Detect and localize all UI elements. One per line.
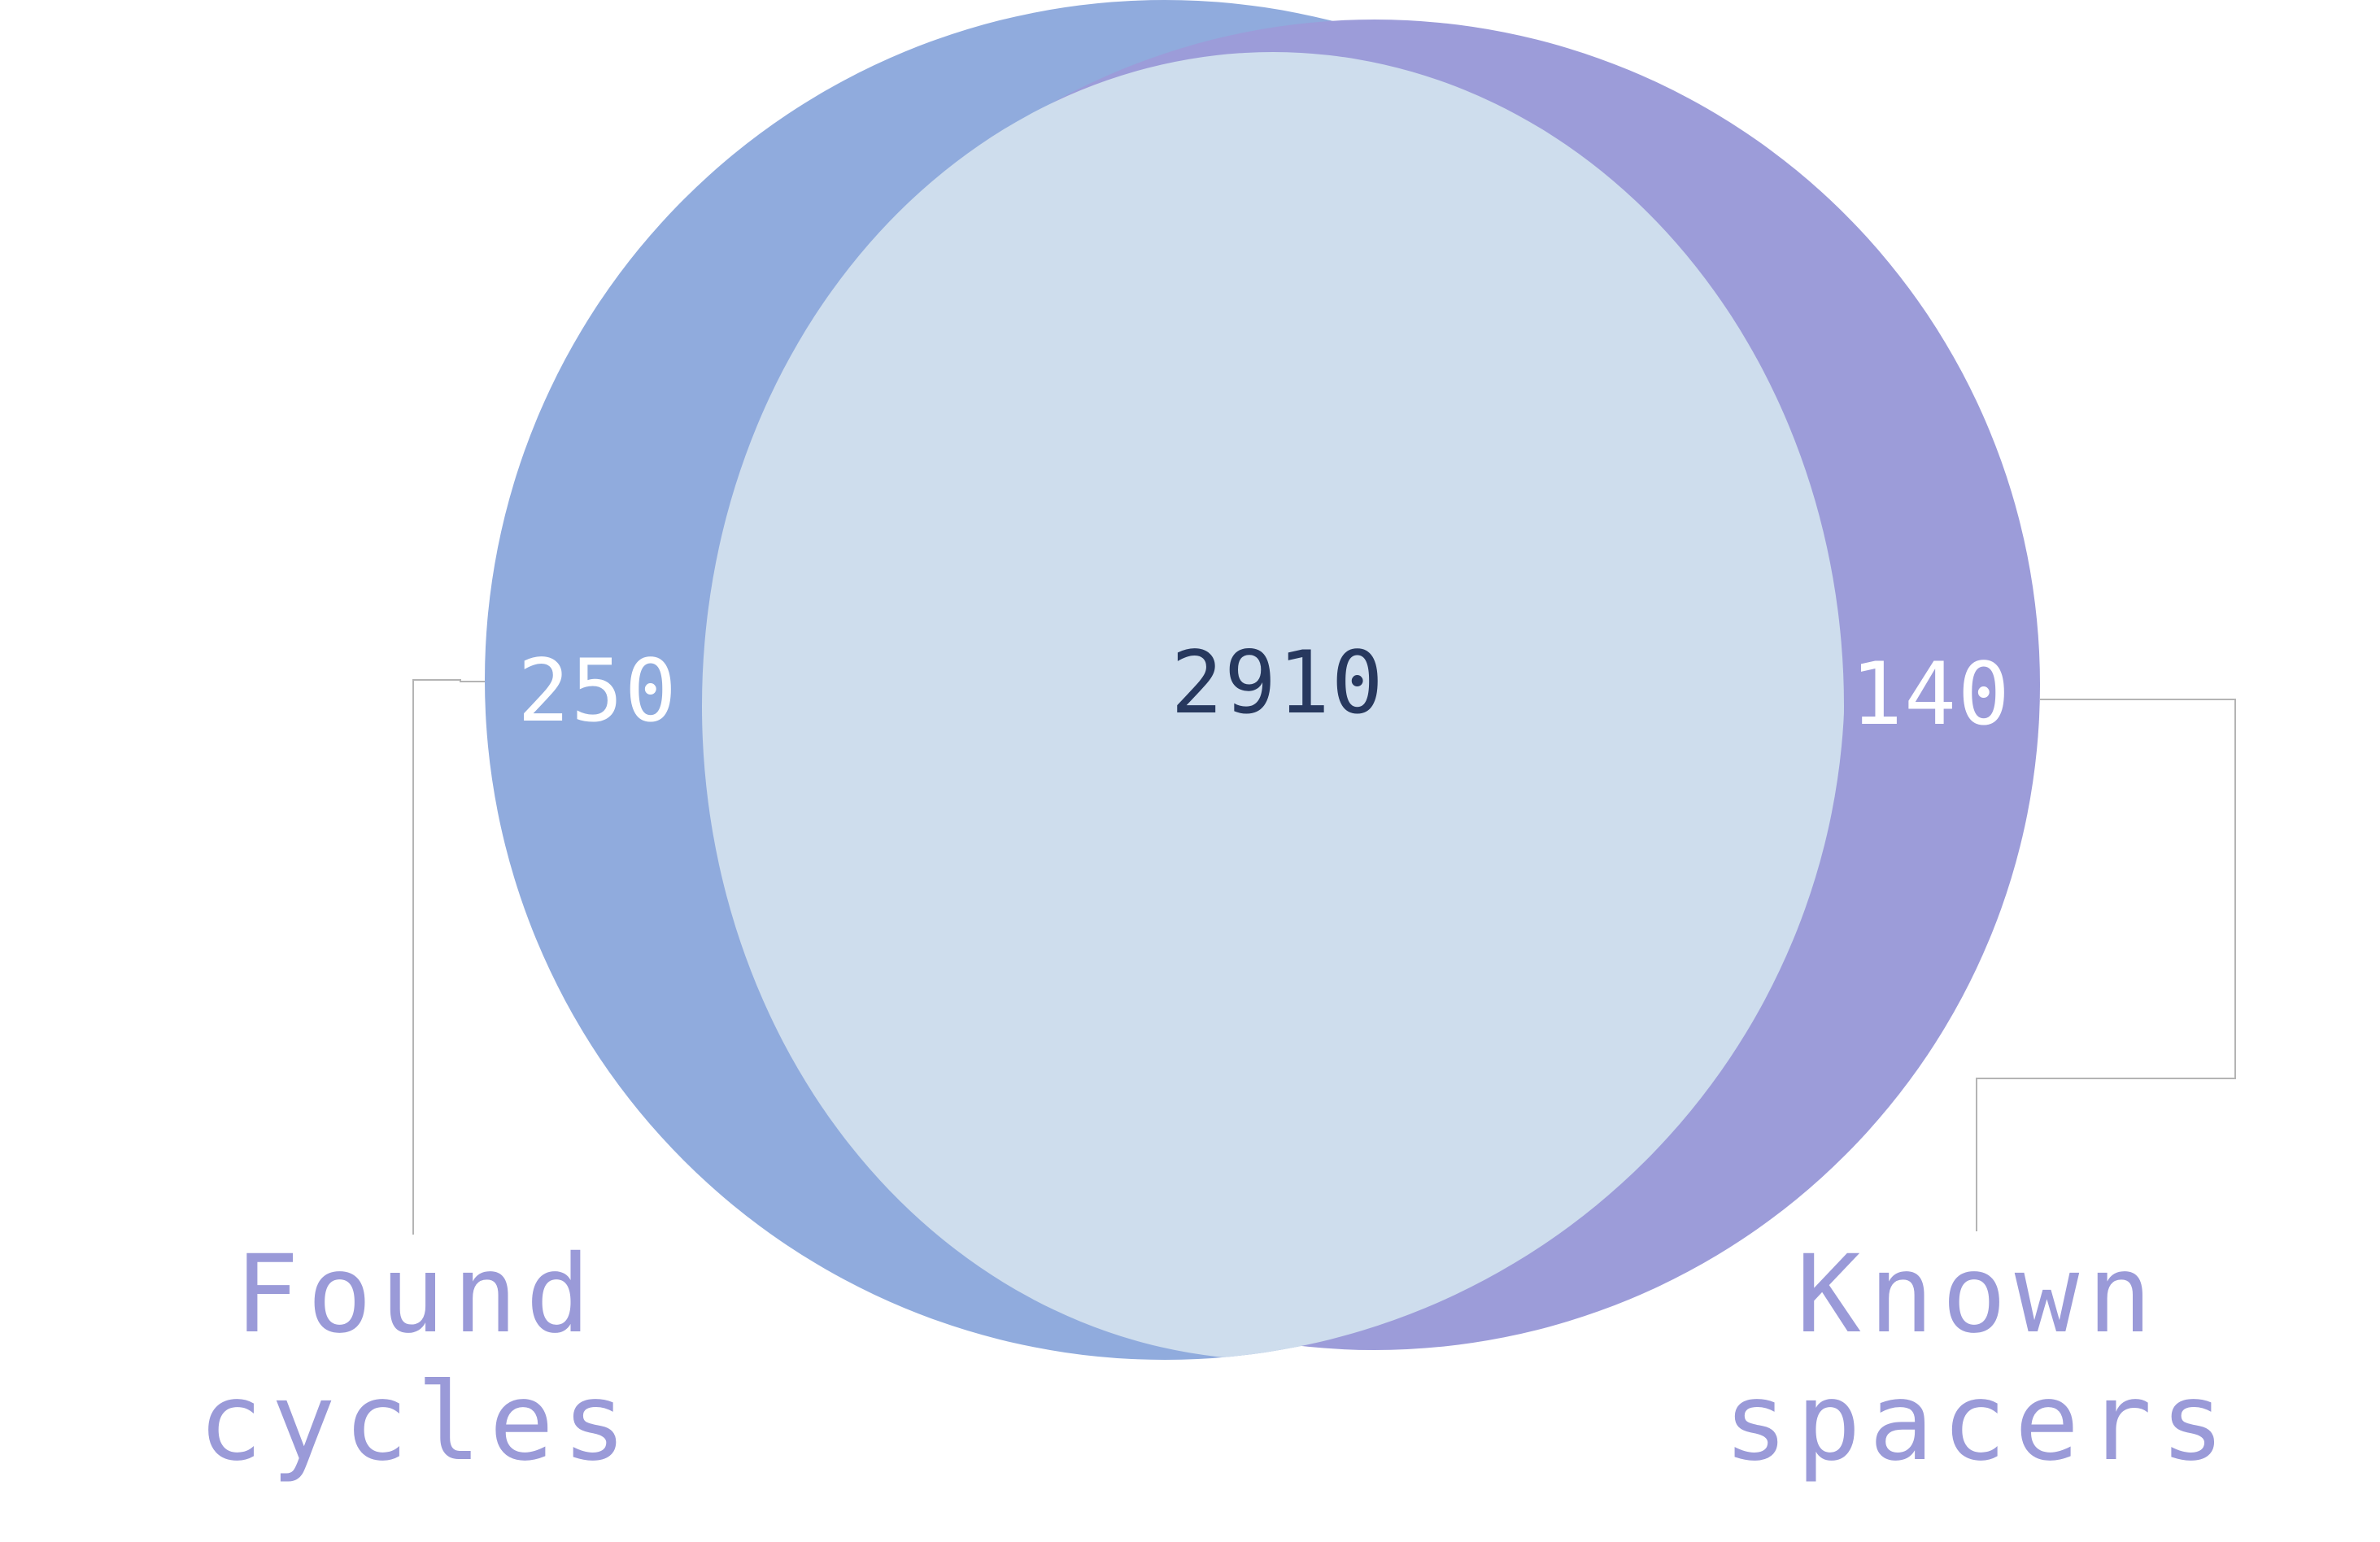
known-spacers-label-line1: Known (1796, 1232, 2160, 1357)
found-cycles-label-line1: Found (234, 1232, 598, 1357)
known-spacers-leader-line (1976, 699, 2236, 1231)
known-spacers-only-count: 140 (1850, 644, 2011, 744)
intersection-count: 2910 (1170, 633, 1384, 733)
intersection-region (702, 52, 1844, 1360)
known-spacers-label-line2: spacers (1724, 1360, 2233, 1485)
found-cycles-only-count: 250 (517, 641, 678, 741)
found-cycles-label-line2: cycles (198, 1360, 635, 1485)
found-cycles-leader-line (412, 679, 485, 1235)
